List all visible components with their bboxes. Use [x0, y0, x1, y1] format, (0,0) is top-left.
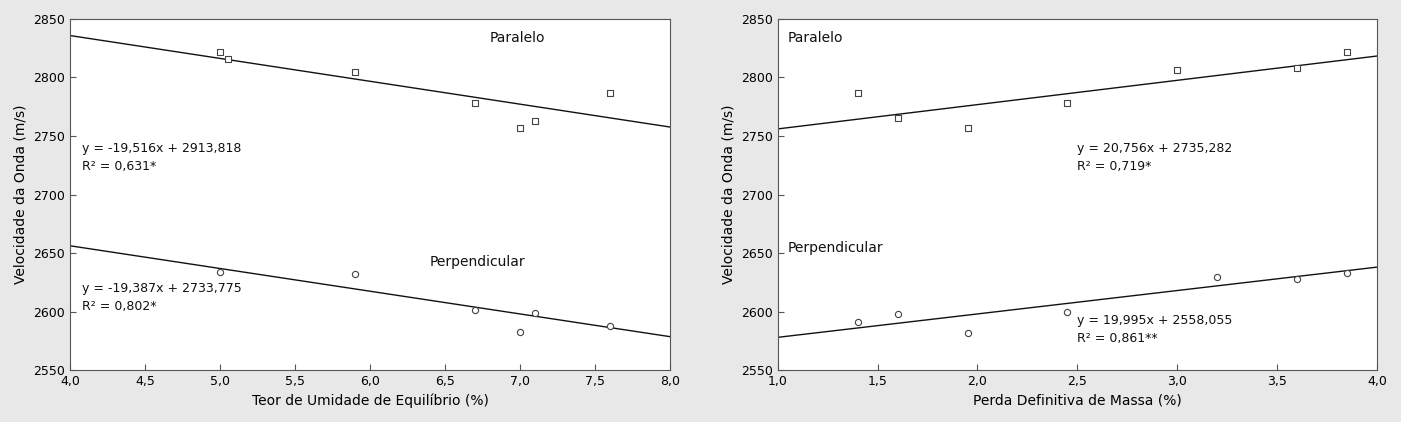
Point [598, 89, 621, 96]
Point [1206, 273, 1229, 280]
Text: Paralelo: Paralelo [787, 31, 843, 45]
Point [887, 115, 909, 122]
Point [1056, 100, 1079, 107]
Text: y = 19,995x + 2558,055
R² = 0,861**: y = 19,995x + 2558,055 R² = 0,861** [1077, 314, 1233, 345]
Point [846, 319, 869, 325]
Y-axis label: Velocidade da Onda (m/s): Velocidade da Onda (m/s) [722, 105, 736, 284]
Text: Perpendicular: Perpendicular [787, 241, 883, 255]
Point [509, 328, 531, 335]
Point [464, 307, 486, 314]
Text: y = -19,387x + 2733,775
R² = 0,802*: y = -19,387x + 2733,775 R² = 0,802* [83, 282, 242, 314]
Point [1166, 67, 1188, 74]
Point [1056, 308, 1079, 315]
Point [1337, 270, 1359, 276]
Text: y = -19,516x + 2913,818
R² = 0,631*: y = -19,516x + 2913,818 R² = 0,631* [83, 142, 241, 173]
Point [209, 268, 231, 275]
Point [216, 55, 238, 62]
Point [209, 48, 231, 55]
Point [343, 68, 366, 75]
Point [1337, 48, 1359, 55]
Point [524, 117, 546, 124]
X-axis label: Teor de Umidade de Equilíbrio (%): Teor de Umidade de Equilíbrio (%) [252, 394, 489, 408]
Y-axis label: Velocidade da Onda (m/s): Velocidade da Onda (m/s) [14, 105, 28, 284]
Point [343, 271, 366, 278]
Text: y = 20,756x + 2735,282
R² = 0,719*: y = 20,756x + 2735,282 R² = 0,719* [1077, 142, 1233, 173]
Point [524, 309, 546, 316]
Text: Paralelo: Paralelo [490, 31, 545, 45]
Point [957, 329, 979, 336]
Point [509, 124, 531, 131]
Point [887, 311, 909, 317]
Point [598, 322, 621, 329]
Point [957, 124, 979, 131]
Point [846, 89, 869, 96]
Text: Perpendicular: Perpendicular [430, 255, 525, 269]
Point [1286, 65, 1309, 71]
X-axis label: Perda Definitiva de Massa (%): Perda Definitiva de Massa (%) [974, 394, 1182, 408]
Point [1286, 276, 1309, 282]
Point [464, 100, 486, 107]
